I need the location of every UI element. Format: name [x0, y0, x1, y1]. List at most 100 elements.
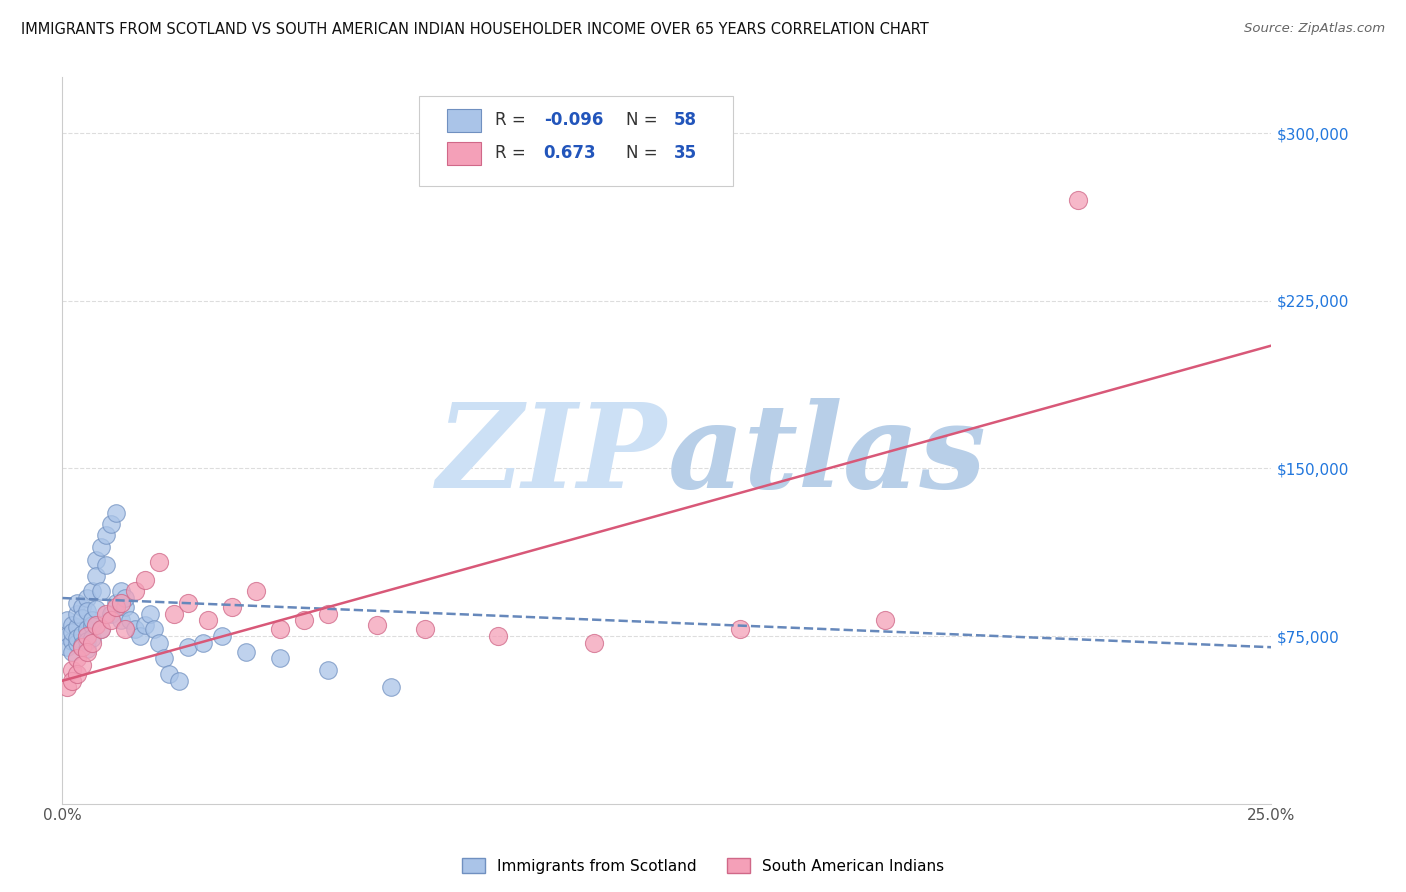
Point: [104, 506, 127, 520]
Point: [76, 633, 98, 648]
Point: [124, 623, 146, 637]
Point: [66, 651, 89, 665]
Text: 0.673: 0.673: [544, 144, 596, 162]
Point: [486, 629, 509, 643]
Point: [134, 618, 156, 632]
Point: [128, 629, 150, 643]
Text: N =: N =: [626, 144, 662, 162]
Text: Source: ZipAtlas.com: Source: ZipAtlas.com: [1244, 22, 1385, 36]
Point: [80, 618, 103, 632]
Point: [90, 623, 112, 637]
Point: [60, 673, 83, 688]
Point: [110, 614, 132, 628]
Point: [94, 607, 117, 621]
Point: [134, 573, 156, 587]
Point: [66, 607, 89, 621]
Bar: [447, 109, 481, 132]
Point: [60, 633, 83, 648]
Point: [70, 640, 93, 655]
Point: [114, 591, 136, 605]
Text: ZIP: ZIP: [437, 398, 666, 513]
Text: atlas: atlas: [666, 398, 986, 513]
Point: [56, 614, 79, 628]
Point: [157, 667, 180, 681]
Point: [70, 627, 93, 641]
Text: R =: R =: [495, 111, 531, 128]
Point: [163, 607, 186, 621]
Point: [292, 614, 315, 628]
Point: [70, 658, 93, 673]
Point: [235, 645, 257, 659]
Point: [94, 528, 117, 542]
Point: [66, 595, 89, 609]
Bar: [447, 142, 481, 165]
Point: [56, 640, 79, 655]
Point: [873, 614, 896, 628]
Point: [110, 595, 132, 609]
Point: [104, 599, 127, 614]
Point: [76, 645, 98, 659]
Point: [90, 623, 112, 637]
Point: [70, 599, 93, 614]
Point: [124, 584, 146, 599]
Point: [148, 555, 170, 569]
Text: 35: 35: [675, 144, 697, 162]
Legend: Immigrants from Scotland, South American Indians: Immigrants from Scotland, South American…: [456, 852, 950, 880]
Point: [114, 599, 136, 614]
Point: [86, 618, 108, 632]
Point: [90, 584, 112, 599]
Point: [583, 636, 606, 650]
Point: [318, 607, 340, 621]
Text: IMMIGRANTS FROM SCOTLAND VS SOUTH AMERICAN INDIAN HOUSEHOLDER INCOME OVER 65 YEA: IMMIGRANTS FROM SCOTLAND VS SOUTH AMERIC…: [21, 22, 929, 37]
Point: [60, 624, 83, 639]
Point: [100, 607, 122, 621]
Point: [221, 599, 243, 614]
Point: [80, 636, 103, 650]
Point: [80, 614, 103, 628]
Point: [66, 620, 89, 634]
Point: [100, 517, 122, 532]
Point: [245, 584, 267, 599]
Point: [728, 623, 751, 637]
Point: [66, 632, 89, 646]
Point: [366, 618, 388, 632]
Point: [94, 558, 117, 572]
Point: [60, 618, 83, 632]
Point: [138, 607, 160, 621]
Point: [76, 629, 98, 643]
Point: [211, 629, 233, 643]
Point: [120, 614, 142, 628]
Point: [177, 595, 200, 609]
Point: [380, 681, 402, 695]
Point: [177, 640, 200, 655]
Point: [269, 623, 291, 637]
Point: [76, 623, 98, 637]
Point: [269, 651, 291, 665]
Point: [60, 645, 83, 659]
Point: [167, 673, 190, 688]
Point: [80, 584, 103, 599]
Point: [76, 604, 98, 618]
Point: [86, 602, 108, 616]
Text: -0.096: -0.096: [544, 111, 603, 128]
Point: [80, 632, 103, 646]
Point: [197, 614, 219, 628]
Point: [56, 681, 79, 695]
Text: R =: R =: [495, 144, 531, 162]
Point: [86, 568, 108, 582]
Point: [60, 663, 83, 677]
Point: [70, 638, 93, 652]
Point: [76, 642, 98, 657]
Point: [104, 595, 127, 609]
Point: [70, 611, 93, 625]
Text: 58: 58: [675, 111, 697, 128]
Point: [56, 629, 79, 643]
Point: [114, 623, 136, 637]
Text: N =: N =: [626, 111, 662, 128]
Point: [76, 591, 98, 605]
Point: [100, 614, 122, 628]
Point: [143, 623, 166, 637]
Point: [413, 623, 436, 637]
Point: [318, 663, 340, 677]
Point: [153, 651, 176, 665]
